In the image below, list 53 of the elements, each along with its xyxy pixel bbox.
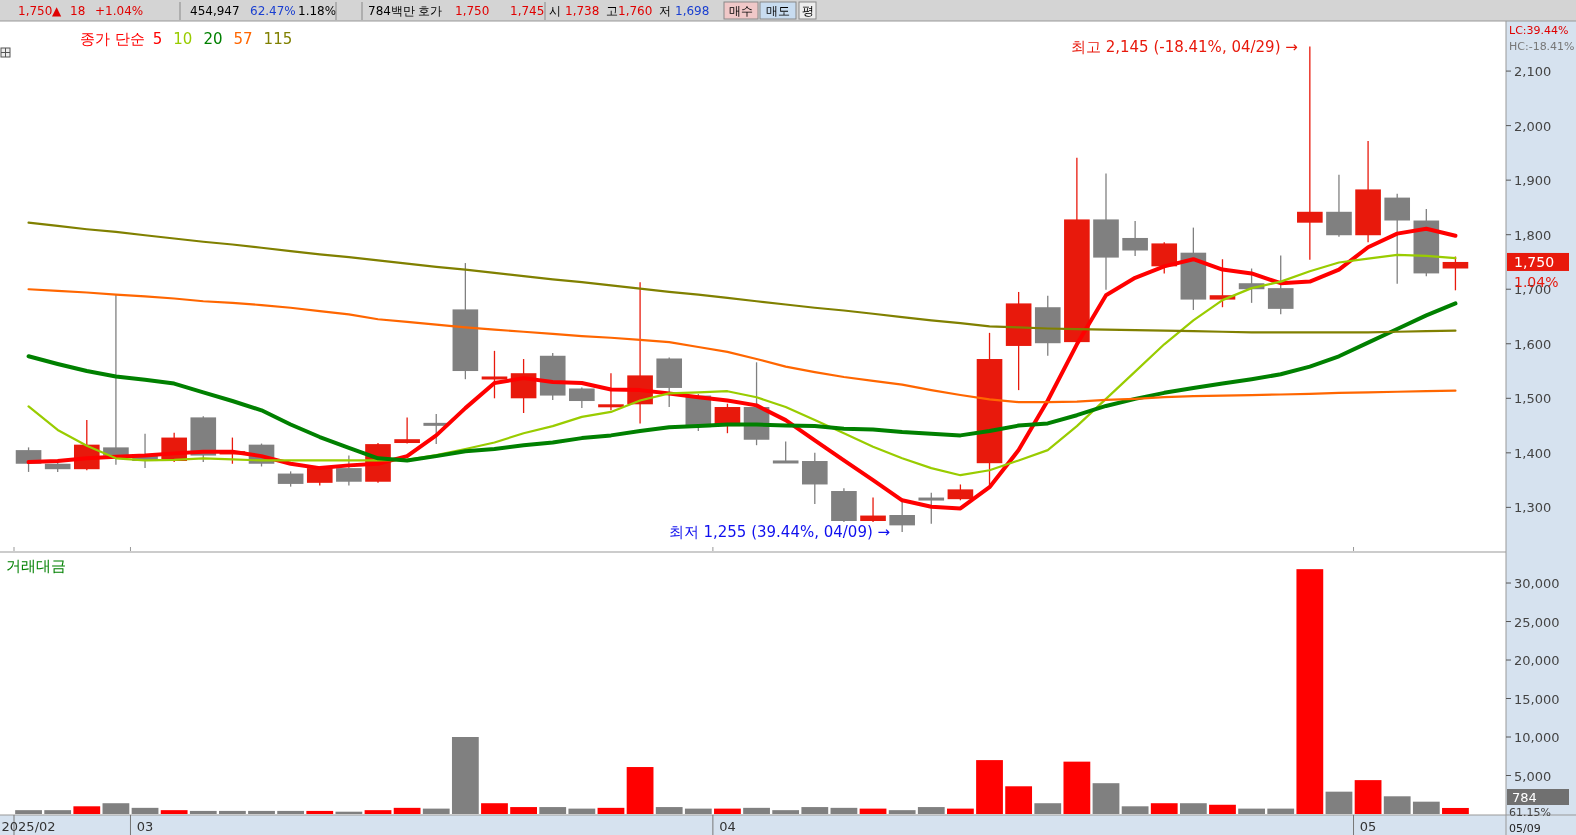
y-tick-label: 15,000 [1514, 691, 1560, 707]
text: 1,750 [455, 4, 490, 18]
text: 10 [173, 30, 193, 48]
x-tick-label: 04 [719, 819, 736, 834]
y-tick-label: 1,400 [1514, 445, 1552, 461]
y-tick-label: 1,900 [1514, 173, 1552, 189]
text: 1,750 [18, 4, 53, 18]
y-tick-label: 1,800 [1514, 227, 1552, 243]
text: 05/09 [1509, 822, 1541, 835]
y-tick-label: 10,000 [1514, 730, 1560, 746]
text: 평 [801, 4, 814, 18]
y-tick-label: 2,000 [1514, 118, 1552, 134]
chart-title: 거래대금 [6, 557, 66, 575]
text: 1,698 [675, 4, 710, 18]
x-tick-label: 05 [1359, 819, 1377, 834]
text: 61.15% [1509, 806, 1551, 819]
x-tick-label: 03 [136, 819, 154, 834]
text: HC:-18.41% [1509, 40, 1575, 53]
text: 1.18% [298, 4, 337, 18]
text: 매도 [766, 4, 790, 18]
text: 1,738 [565, 4, 600, 18]
text: 18 [70, 4, 86, 18]
text: 1,760 [618, 4, 653, 18]
text: 시 [549, 4, 561, 18]
text: 62.47% [250, 4, 296, 18]
y-tick-label: 2,100 [1514, 64, 1552, 80]
y-tick-label: 1,600 [1514, 336, 1552, 352]
legend-title: 종가 단순 [80, 30, 145, 48]
text: 저 [659, 4, 671, 18]
text: 20 [203, 30, 223, 48]
text: 784 [1512, 790, 1537, 805]
y-tick-label: 25,000 [1514, 614, 1560, 630]
y-tick-label: 5,000 [1514, 768, 1552, 784]
text: 454,947 [190, 4, 240, 18]
annotation: 최고 2,145 (-18.41%, 04/29) → [1070, 37, 1298, 56]
text: 5 [152, 30, 163, 48]
text: LC:39.44% [1509, 24, 1569, 37]
text: 115 [263, 30, 293, 48]
text: 784백만 [368, 4, 415, 18]
text: 1,745 [510, 4, 545, 18]
text: ▲ [52, 4, 62, 18]
y-tick-label: 20,000 [1514, 653, 1560, 669]
y-tick-label: 1,500 [1514, 391, 1552, 407]
text: +1.04% [95, 4, 144, 18]
text: 호가 [418, 4, 442, 18]
text: 57 [233, 30, 253, 48]
annotation: 최저 1,255 (39.44%, 04/09) → [668, 522, 891, 541]
text: 1,750 [1514, 253, 1555, 270]
text: 고 [606, 4, 618, 18]
y-tick-label: 1,300 [1514, 500, 1552, 516]
x-tick-label: 2025/02 [1, 819, 56, 834]
text: 매수 [729, 4, 753, 18]
y-tick-label: 30,000 [1514, 576, 1560, 592]
